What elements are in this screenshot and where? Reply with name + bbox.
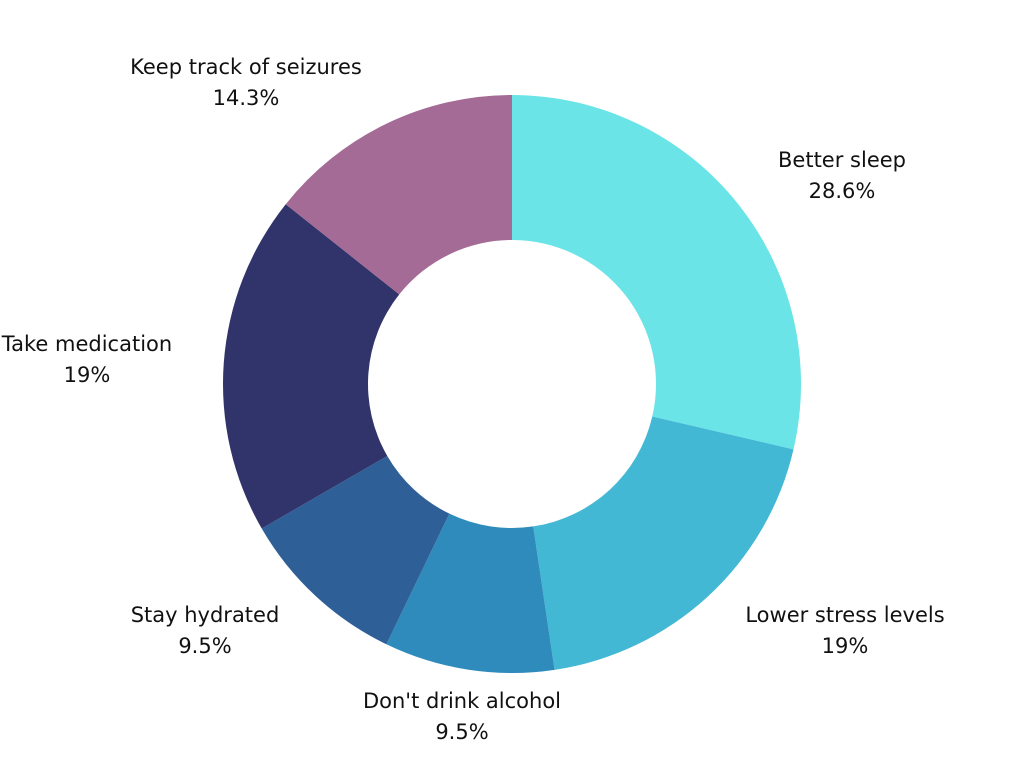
slice-take-medication [223,204,400,529]
slice-value: 19% [821,634,869,658]
label-stay-hydrated: Stay hydrated 9.5% [131,600,280,662]
slice-value: 14.3% [212,86,280,110]
slice-value: 19% [63,363,111,387]
label-take-medication: Take medication 19% [2,329,172,391]
slice-value: 9.5% [178,634,232,658]
slice-name: Better sleep [778,148,906,172]
slice-stay-hydrated [261,456,450,645]
slice-don-t-drink-alcohol [386,513,555,674]
slice-better-sleep [512,95,801,450]
slice-name: Stay hydrated [130,603,280,627]
label-better-sleep: Better sleep 28.6% [778,145,906,207]
slice-value: 28.6% [808,179,876,203]
slice-lower-stress-levels [533,416,794,670]
slice-keep-track-of-seizures [285,95,512,295]
slice-name: Keep track of seizures [130,55,362,79]
slice-value: 9.5% [435,720,489,744]
slice-name: Lower stress levels [745,603,945,627]
label-dont-drink-alcohol: Don't drink alcohol 9.5% [363,686,561,748]
label-lower-stress-levels: Lower stress levels 19% [745,600,944,662]
slice-name: Don't drink alcohol [362,689,562,713]
label-keep-track-of-seizures: Keep track of seizures 14.3% [130,52,362,114]
slice-name: Take medication [1,332,173,356]
